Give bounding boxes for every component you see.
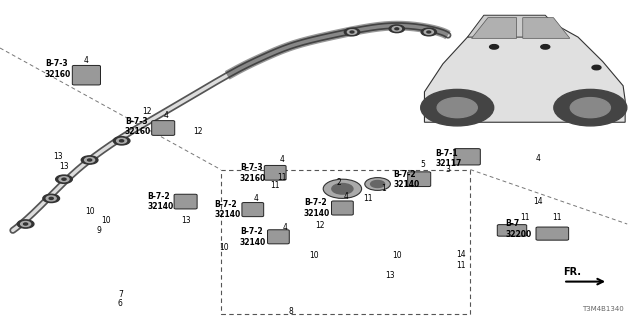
Circle shape	[592, 65, 601, 70]
Text: 11: 11	[456, 261, 465, 270]
Text: 10: 10	[392, 252, 402, 260]
FancyBboxPatch shape	[332, 201, 353, 215]
Text: B-7-2
32140: B-7-2 32140	[214, 200, 241, 220]
Circle shape	[344, 28, 360, 36]
Text: 4: 4	[253, 194, 259, 203]
Text: B-7-2
32140: B-7-2 32140	[147, 192, 173, 212]
Text: 10: 10	[219, 244, 229, 252]
FancyBboxPatch shape	[408, 172, 431, 187]
Circle shape	[81, 156, 98, 164]
Circle shape	[17, 220, 34, 228]
Circle shape	[88, 159, 92, 161]
Text: 11: 11	[364, 194, 372, 203]
Text: 10: 10	[308, 252, 319, 260]
Circle shape	[348, 30, 356, 34]
Text: B-7
32200: B-7 32200	[506, 219, 532, 239]
Circle shape	[420, 89, 493, 126]
Text: 1: 1	[381, 184, 387, 193]
Text: 14: 14	[532, 197, 543, 206]
Circle shape	[541, 44, 550, 49]
Text: 7: 7	[118, 290, 123, 299]
Text: 14: 14	[456, 250, 466, 259]
Bar	[221, 170, 470, 314]
FancyBboxPatch shape	[497, 225, 527, 236]
Text: 9: 9	[97, 226, 102, 235]
Text: FR.: FR.	[563, 267, 581, 277]
Text: T3M4B1340: T3M4B1340	[582, 306, 624, 312]
Circle shape	[24, 223, 28, 225]
Text: 11: 11	[271, 181, 280, 190]
Circle shape	[392, 27, 401, 31]
FancyBboxPatch shape	[72, 65, 100, 85]
Text: 11: 11	[277, 173, 286, 182]
FancyBboxPatch shape	[264, 165, 286, 180]
Text: 4: 4	[279, 156, 284, 164]
Text: 4: 4	[535, 154, 540, 163]
Circle shape	[350, 31, 354, 33]
Circle shape	[490, 44, 499, 49]
Text: 13: 13	[59, 162, 69, 171]
FancyBboxPatch shape	[174, 194, 197, 209]
Circle shape	[421, 28, 436, 36]
Circle shape	[113, 137, 130, 145]
Text: 13: 13	[52, 152, 63, 161]
Circle shape	[323, 179, 362, 198]
FancyBboxPatch shape	[454, 148, 481, 165]
Polygon shape	[467, 15, 566, 37]
Text: 12: 12	[143, 108, 152, 116]
Circle shape	[46, 196, 56, 201]
Circle shape	[84, 157, 95, 163]
Circle shape	[116, 138, 127, 143]
Text: 11: 11	[552, 213, 561, 222]
Polygon shape	[472, 18, 516, 38]
Text: 3: 3	[445, 165, 451, 174]
Text: B-7-3
32160: B-7-3 32160	[125, 117, 151, 136]
FancyBboxPatch shape	[536, 227, 569, 240]
Text: 10: 10	[100, 216, 111, 225]
Text: 5: 5	[420, 160, 425, 169]
Circle shape	[395, 28, 399, 30]
Circle shape	[427, 31, 431, 33]
Text: 6: 6	[118, 300, 123, 308]
Polygon shape	[523, 18, 570, 38]
Text: 11: 11	[520, 213, 529, 222]
Circle shape	[554, 89, 627, 126]
Text: B-7-2
32140: B-7-2 32140	[304, 198, 330, 218]
Text: B-7-3
32160: B-7-3 32160	[240, 163, 266, 183]
Circle shape	[332, 183, 353, 194]
Text: B-7-1
32117: B-7-1 32117	[435, 149, 461, 168]
Text: 13: 13	[385, 271, 396, 280]
FancyBboxPatch shape	[268, 230, 289, 244]
Text: 8: 8	[289, 308, 294, 316]
Text: 4: 4	[84, 56, 89, 65]
FancyBboxPatch shape	[152, 121, 175, 135]
Text: B-7-3
32160: B-7-3 32160	[45, 59, 71, 79]
Circle shape	[437, 98, 477, 118]
Circle shape	[20, 221, 31, 227]
Circle shape	[43, 194, 60, 203]
Text: 13: 13	[180, 216, 191, 225]
Polygon shape	[424, 19, 625, 122]
Text: B-7-2
32140: B-7-2 32140	[240, 227, 266, 247]
Text: 12: 12	[316, 221, 324, 230]
Text: 4: 4	[282, 223, 287, 232]
Text: 4: 4	[164, 111, 169, 120]
Text: B-7-2
32140: B-7-2 32140	[394, 170, 420, 189]
Text: 12: 12	[194, 127, 203, 136]
Circle shape	[62, 178, 66, 180]
Circle shape	[389, 25, 404, 33]
Circle shape	[365, 178, 390, 190]
Circle shape	[371, 180, 385, 188]
Circle shape	[424, 30, 433, 34]
Text: 4: 4	[343, 192, 348, 201]
Circle shape	[49, 197, 53, 199]
Text: 2: 2	[337, 178, 342, 187]
Circle shape	[56, 175, 72, 183]
FancyBboxPatch shape	[242, 203, 264, 217]
Circle shape	[59, 177, 69, 182]
Circle shape	[570, 98, 611, 118]
Circle shape	[120, 140, 124, 142]
Text: 10: 10	[84, 207, 95, 216]
